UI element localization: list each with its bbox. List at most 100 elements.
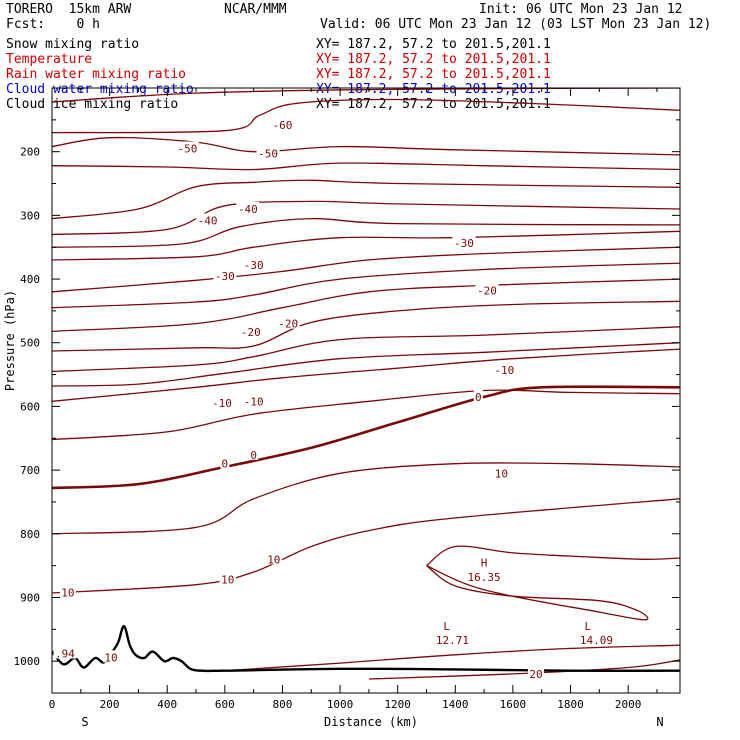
contour-line [426, 545, 680, 567]
contour-label-bg [265, 552, 282, 565]
x-axis-title: Distance (km) [324, 715, 418, 729]
contour-label-bg [59, 585, 76, 598]
contour-line [368, 659, 680, 680]
contour-label: L [443, 620, 450, 633]
contour-label: -30 [215, 270, 235, 283]
contour-label: 20 [529, 668, 542, 681]
contour-line [52, 342, 680, 387]
y-tick-label: 600 [20, 400, 40, 413]
contour-label-bg [493, 466, 510, 479]
contour-label-bg [473, 389, 483, 402]
contour-label-bg [220, 456, 230, 469]
contour-line [52, 230, 680, 261]
contour-label-bg [196, 213, 220, 226]
x-tick-label: 2000 [615, 698, 642, 711]
legend-field-xy: XY= 187.2, 57.2 to 201.5,201.1 [316, 37, 551, 52]
contour-label-bg [527, 666, 544, 679]
x-tick-label: 800 [273, 698, 293, 711]
x-tick-label: 1600 [500, 698, 527, 711]
contour-line [52, 200, 680, 236]
contour-label-bg [479, 555, 489, 568]
contour-label: -40 [238, 203, 258, 216]
contour-label: -20 [241, 326, 261, 339]
contour-label-bg [249, 447, 259, 460]
contour-label: -50 [177, 143, 197, 156]
contour-label: -40 [198, 214, 218, 227]
plot-frame [51, 87, 681, 694]
contour-label-bg [276, 316, 300, 329]
contour-label-bg [236, 202, 260, 214]
contour-label-bg [239, 324, 263, 337]
contour-label: 12.71 [436, 634, 469, 647]
contour-group [52, 88, 680, 680]
x-tick-label: 1400 [442, 698, 469, 711]
contour-line [52, 462, 680, 535]
contour-label: -20 [278, 318, 298, 331]
contour-label-bg [242, 394, 266, 407]
init-time: Init: 06 UTC Mon 23 Jan 12 [479, 2, 683, 17]
contour-line [52, 348, 680, 402]
legend-field-name: Rain water mixing ratio [6, 67, 187, 82]
contour-label: -10 [212, 397, 232, 410]
contour-label-bg [53, 646, 77, 659]
contour-label-bg [210, 396, 234, 409]
legend-field-name: Cloud water mixing ratio [6, 82, 194, 97]
contour-label-bg [475, 283, 499, 296]
contour-line [52, 385, 680, 490]
contour-label: 0 [222, 458, 229, 471]
legend-field-xy: XY= 187.2, 57.2 to 201.5,201.1 [316, 52, 551, 67]
contour-label-bg [433, 633, 471, 646]
contour-label: 14.09 [580, 634, 613, 647]
legend-field-name: Snow mixing ratio [6, 37, 140, 52]
contour-label: 10 [104, 651, 117, 664]
contour-label-bg [583, 619, 593, 632]
contour-line [52, 179, 680, 220]
y-tick-label: 900 [20, 591, 40, 604]
contour-line [52, 278, 680, 332]
contour-label: -10 [244, 395, 264, 408]
contour-label-bg [577, 633, 615, 646]
contour-label-bg [270, 117, 294, 130]
contour-label-bg [442, 619, 452, 632]
y-tick-label: 500 [20, 337, 40, 350]
contour-label: 10 [267, 553, 280, 566]
x-tick-label: 0 [49, 698, 56, 711]
contour-label: -20 [477, 285, 497, 298]
x-tick-label: 600 [215, 698, 235, 711]
contour-line [52, 300, 680, 352]
contour-line [52, 246, 680, 293]
x-tick-label: 1000 [327, 698, 354, 711]
contour-line [52, 98, 680, 134]
contour-label-bg [492, 363, 516, 376]
y-tick-label: 700 [20, 464, 40, 477]
contour-label-bg [219, 572, 236, 585]
x-tick-label: 200 [100, 698, 120, 711]
contour-label-bg [465, 570, 503, 583]
contour-label: 0 [475, 391, 482, 404]
north-end-label: N [656, 715, 663, 729]
south-end-label: S [81, 715, 88, 729]
contour-label: .94 [55, 648, 75, 661]
contour-label: 0 [250, 449, 257, 462]
y-axis-title: Pressure (hPa) [3, 290, 17, 391]
contour-label: 10 [61, 586, 74, 599]
contour-line [52, 162, 680, 171]
contour-label: H [481, 556, 488, 569]
y-tick-label: 200 [20, 146, 40, 159]
contour-label: -50 [258, 148, 278, 161]
y-tick-label: 1000 [14, 655, 41, 668]
y-tick-label: 400 [20, 273, 40, 286]
x-tick-label: 1200 [384, 698, 411, 711]
y-tick-label: 300 [20, 209, 40, 222]
contour-line [52, 389, 680, 441]
forecast-hour: Fcst: 0 h [6, 17, 100, 32]
contour-label-bg [175, 141, 199, 154]
model-title: TORERO 15km ARW [6, 2, 132, 17]
contour-label: 10 [221, 574, 234, 587]
terrain-line [52, 624, 680, 673]
center-title: NCAR/MMM [224, 2, 287, 17]
x-tick-label: 400 [157, 698, 177, 711]
valid-time: Valid: 06 UTC Mon 23 Jan 12 (03 LST Mon … [320, 17, 712, 32]
contour-label-bg [256, 146, 280, 159]
